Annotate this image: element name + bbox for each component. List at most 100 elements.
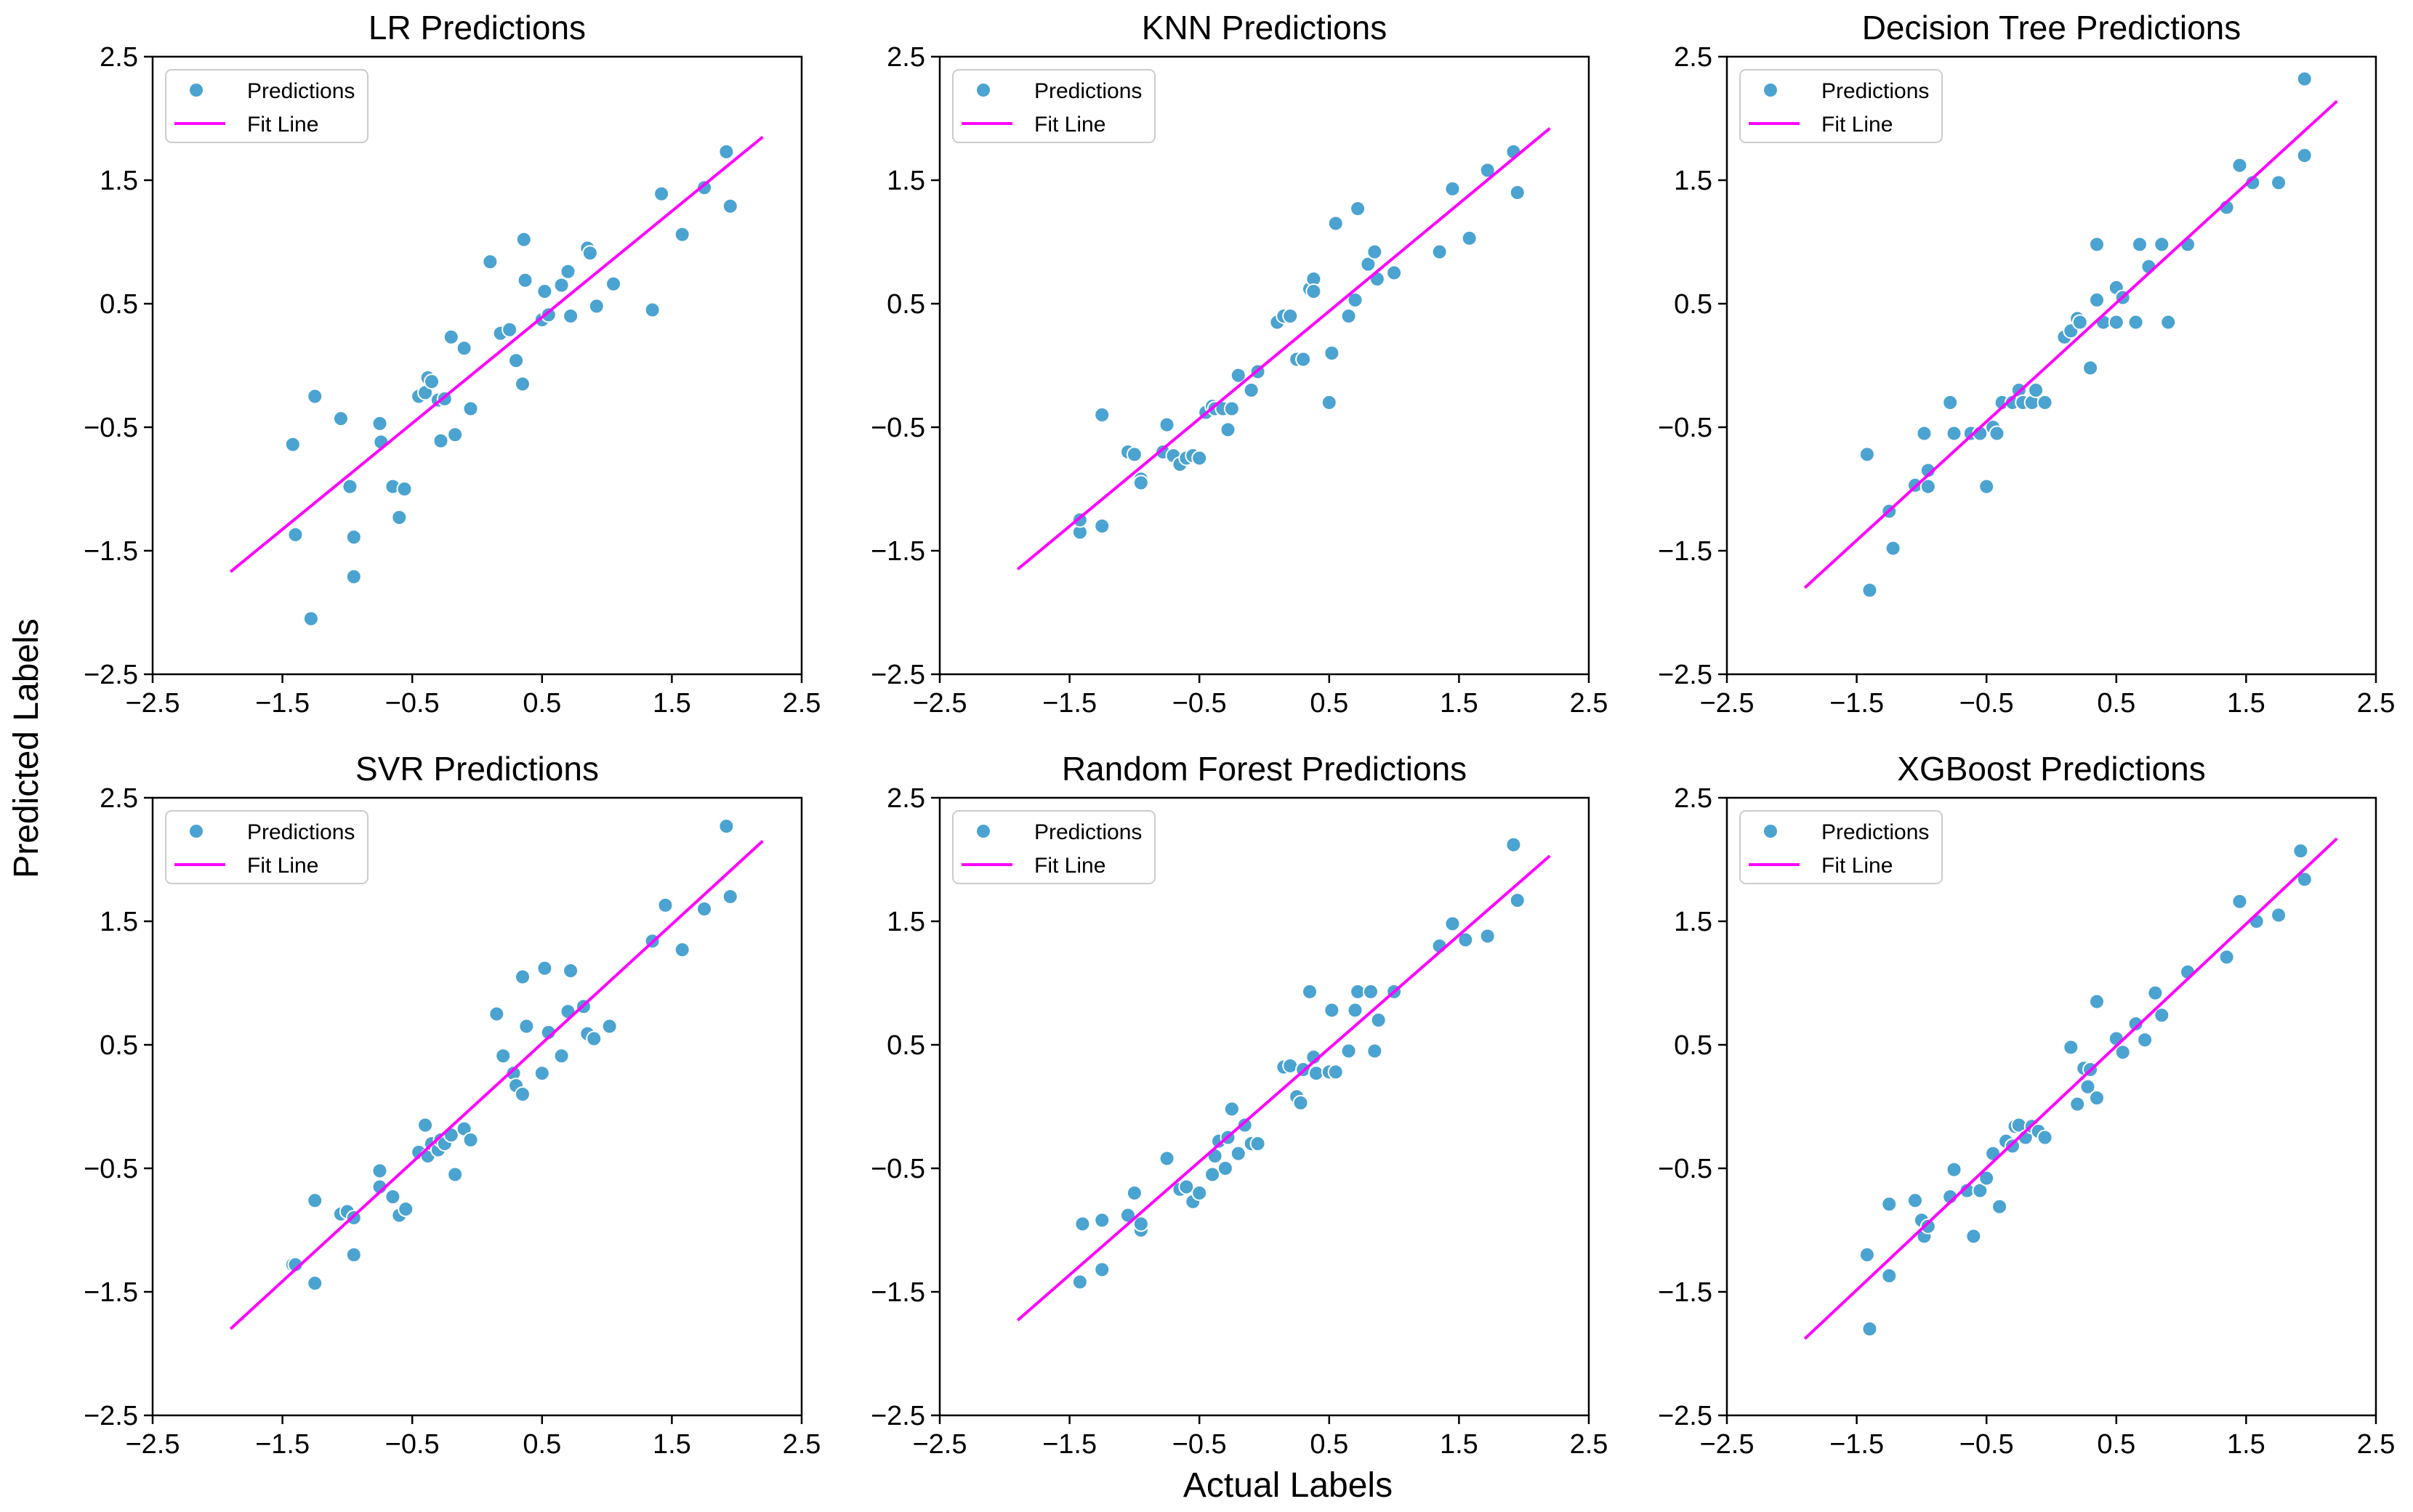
prediction-point (1282, 1057, 1299, 1074)
x-tick-label: −0.5 (385, 688, 440, 719)
legend-label-fit-line: Fit Line (247, 113, 318, 137)
prediction-point (1978, 1170, 1995, 1186)
chart-title: LR Predictions (368, 9, 586, 47)
prediction-point (501, 321, 518, 338)
y-tick-label: −0.5 (1658, 413, 1712, 443)
x-tick-label: 0.5 (2097, 1429, 2135, 1460)
prediction-point (1509, 185, 1526, 201)
prediction-point (718, 818, 735, 835)
y-axis-label: Predicted Labels (7, 618, 46, 878)
x-tick-label: −0.5 (385, 1429, 440, 1460)
prediction-point (1217, 1160, 1233, 1176)
subplot-xgboost: XGBoost Predictions −2.5 −1.5 −0.5 0.5 1.5 2.5… (1658, 750, 2395, 1460)
prediction-point (2296, 871, 2313, 888)
prediction-point (2028, 382, 2045, 398)
fit-line (229, 840, 764, 1330)
prediction-point (1324, 345, 1340, 361)
prediction-point (1919, 478, 1936, 495)
x-tick-label: 1.5 (653, 1429, 691, 1460)
prediction-point (1509, 892, 1526, 909)
prediction-point (581, 245, 598, 262)
fit-line (229, 135, 764, 573)
x-tick-label: −1.5 (255, 1429, 310, 1460)
prediction-point (1885, 540, 1901, 557)
x-tick-label: 0.5 (1310, 1429, 1348, 1460)
legend-label-predictions: Predictions (1034, 79, 1142, 103)
legend-label-fit-line: Fit Line (247, 854, 318, 878)
prediction-point (2231, 893, 2248, 910)
prediction-point (563, 308, 579, 324)
subplot-random-forest: Random Forest Predictions −2.5 −1.5 −0.5 0.5… (871, 750, 1608, 1460)
prediction-point (1126, 446, 1143, 463)
x-tick-label: −2.5 (125, 1429, 180, 1460)
y-tick-label: −1.5 (1658, 536, 1712, 567)
prediction-point (1479, 928, 1496, 945)
y-tick-label: 0.5 (1674, 1030, 1712, 1061)
y-tick-label: 0.5 (887, 1030, 925, 1061)
prediction-point (284, 436, 301, 453)
prediction-point (2108, 314, 2124, 331)
prediction-point (1223, 400, 1240, 417)
x-tick-label: 0.5 (523, 1429, 561, 1460)
x-axis-label: Actual Labels (1183, 1466, 1393, 1505)
prediction-point (515, 231, 532, 248)
prediction-point (1321, 395, 1337, 411)
legend-marker-predictions (1763, 82, 1778, 98)
prediction-point (515, 376, 531, 392)
prediction-point (1230, 1145, 1246, 1162)
prediction-point (536, 283, 553, 299)
legend-label-predictions: Predictions (1821, 820, 1929, 844)
prediction-point (1919, 462, 1936, 479)
x-tick-label: −1.5 (255, 688, 310, 719)
prediction-point (1906, 1192, 1923, 1209)
prediction-point (2296, 147, 2313, 163)
prediction-point (517, 272, 533, 288)
axes-frame (151, 796, 803, 1417)
prediction-point (1340, 308, 1357, 324)
y-tick-label: −0.5 (84, 413, 138, 443)
prediction-point (447, 1166, 464, 1183)
prediction-point (1132, 474, 1149, 491)
prediction-point (1324, 1002, 1340, 1019)
prediction-point (1347, 291, 1363, 308)
prediction-point (1220, 421, 1236, 438)
prediction-point (2292, 843, 2309, 860)
fit-line (1016, 127, 1551, 571)
prediction-point (2248, 913, 2265, 929)
prediction-point (2082, 360, 2099, 376)
legend-label-predictions: Predictions (247, 79, 355, 103)
chart-title: Random Forest Predictions (1062, 750, 1467, 788)
prediction-point (1978, 478, 1995, 495)
y-tick-label: −2.5 (1658, 1401, 1712, 1431)
prediction-point (674, 942, 690, 958)
prediction-point (2037, 1129, 2053, 1146)
x-tick-label: −0.5 (1172, 688, 1227, 719)
y-tick-label: −0.5 (1658, 1154, 1712, 1184)
prediction-point (1295, 351, 1312, 368)
prediction-point (396, 481, 413, 497)
y-tick-label: 1.5 (887, 166, 925, 196)
x-tick-label: 2.5 (1570, 1429, 1608, 1460)
prediction-point (432, 432, 449, 449)
y-tick-label: 2.5 (1674, 42, 1712, 73)
y-tick-label: −2.5 (1658, 660, 1712, 690)
prediction-point (560, 263, 576, 280)
legend-label-predictions: Predictions (1034, 820, 1142, 844)
prediction-point (1204, 1166, 1221, 1183)
x-tick-label: 1.5 (1440, 1429, 1478, 1460)
prediction-point (1461, 230, 1478, 246)
prediction-point (1861, 1321, 1878, 1337)
prediction-point (1444, 915, 1461, 932)
y-tick-label: 2.5 (1674, 783, 1712, 814)
legend-label-fit-line: Fit Line (1821, 113, 1893, 137)
prediction-point (1340, 1043, 1357, 1059)
prediction-point (1444, 180, 1461, 197)
prediction-point (1916, 425, 1933, 442)
y-tick-label: −0.5 (871, 1154, 925, 1184)
prediction-point (2296, 70, 2313, 87)
prediction-point (1094, 407, 1111, 423)
prediction-point (345, 1247, 362, 1263)
legend-label-predictions: Predictions (247, 820, 355, 844)
y-tick-label: −2.5 (84, 1401, 138, 1431)
x-tick-label: 2.5 (2357, 688, 2396, 719)
